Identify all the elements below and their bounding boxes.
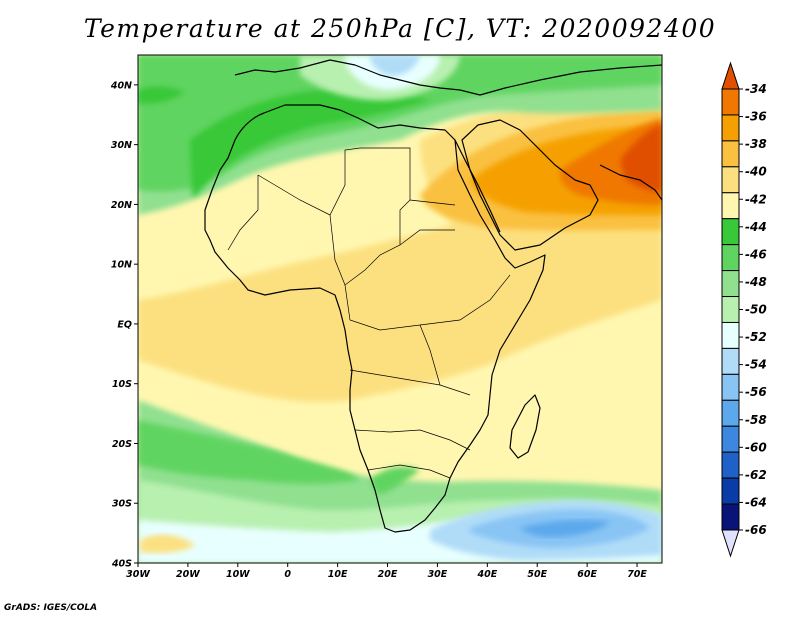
lat-tick-label: 20S <box>112 439 132 450</box>
lat-tick-label: 30S <box>112 499 132 510</box>
lon-tick-label: 70E <box>627 569 647 580</box>
lat-tick-label: 20N <box>111 200 132 211</box>
colorbar-swatch <box>721 477 740 505</box>
lon-tick-label: 10W <box>226 569 250 580</box>
madagascar-coast <box>509 394 541 459</box>
colorbar-swatch <box>721 140 740 168</box>
colorbar-label: -56 <box>745 385 767 399</box>
colorbar-swatch <box>721 399 740 427</box>
colorbar-label: -58 <box>745 413 767 427</box>
map-frame <box>137 54 663 564</box>
arabia-coast <box>461 119 599 251</box>
colorbar-label: -44 <box>745 220 767 234</box>
colorbar-label: -50 <box>745 303 767 317</box>
africa-coast <box>204 104 546 533</box>
colorbar-over-triangle <box>721 61 740 90</box>
colorbar-label: -42 <box>745 192 767 206</box>
colorbar-label: -36 <box>745 110 767 124</box>
band-south-58 <box>520 520 610 538</box>
colorbar-label: -66 <box>745 523 767 537</box>
band-south-yellow <box>140 534 195 554</box>
band-north-54 <box>370 55 420 76</box>
lon-tick-label: 50E <box>527 569 547 580</box>
band-north-48 <box>138 55 662 192</box>
lon-tick-label: 40E <box>476 569 497 580</box>
colorbar-swatch <box>721 373 740 401</box>
colorbar-swatch <box>721 503 740 531</box>
lat-tick-label: 40S <box>111 559 132 570</box>
colorbar-label: -34 <box>745 82 767 96</box>
colorbar-swatch <box>721 218 740 246</box>
colorbar-swatch <box>721 321 740 349</box>
lat-tick-label: 40N <box>110 80 132 91</box>
colorbar-label: -64 <box>745 495 767 509</box>
lon-tick-label: 0 <box>284 569 291 580</box>
grads-credit: GrADS: IGES/COLA <box>4 603 98 613</box>
india-coast <box>599 164 662 201</box>
colorbar-swatch <box>721 296 740 323</box>
lat-tick-label: 10N <box>111 260 132 271</box>
colorbar-label: -60 <box>745 440 767 454</box>
colorbar-swatch <box>721 347 740 375</box>
colorbar-label: -46 <box>745 247 767 261</box>
lat-tick-label: EQ <box>117 319 132 330</box>
colorbar-label: -62 <box>745 468 767 482</box>
colorbar-swatch <box>721 114 740 142</box>
colorbar-under-triangle <box>721 529 740 558</box>
lon-tick-label: 60E <box>577 569 597 580</box>
country-borders <box>227 147 511 479</box>
lon-tick-label: 20E <box>378 569 398 580</box>
colorbar-swatch <box>721 166 740 194</box>
temperature-field <box>138 55 662 563</box>
colorbar-label: -38 <box>745 137 767 151</box>
colorbar-label: -54 <box>745 358 767 372</box>
lon-tick-label: 20W <box>176 569 200 580</box>
band-34 <box>620 124 662 192</box>
band-north-dark <box>138 86 430 197</box>
lat-axis: 40N 30N 20N 10N EQ 10S 20S 30S 40S <box>110 80 138 570</box>
coastlines <box>204 59 662 533</box>
colorbar-swatch <box>721 451 740 479</box>
colorbar-label: -52 <box>745 330 767 344</box>
lon-tick-label: 30E <box>428 569 448 580</box>
lat-tick-label: 10S <box>112 379 132 390</box>
colorbar: -34 -36 -38 -40 -42 -44 -46 -48 -50 -52 -54 -56 -58 -… <box>721 61 767 558</box>
colorbar-swatch <box>721 270 740 298</box>
colorbar-swatch <box>721 244 740 272</box>
colorbar-swatch <box>721 425 740 453</box>
colorbar-swatch <box>721 192 740 220</box>
lon-axis: 30W 20W 10W 0 10E 20E 30E 40E 50E 60E 70E <box>126 563 647 580</box>
lon-tick-label: 10E <box>328 569 348 580</box>
lon-tick-label: 30W <box>126 569 150 580</box>
lat-tick-label: 30N <box>111 140 132 151</box>
colorbar-swatch <box>721 88 740 116</box>
colorbar-label: -40 <box>745 165 767 179</box>
band-south-46 <box>138 420 420 495</box>
chart-title: Temperature at 250hPa [C], VT: 202009240… <box>83 14 717 43</box>
colorbar-label: -48 <box>745 275 767 289</box>
europe-coast <box>234 59 662 96</box>
red-sea-coast <box>454 139 501 233</box>
